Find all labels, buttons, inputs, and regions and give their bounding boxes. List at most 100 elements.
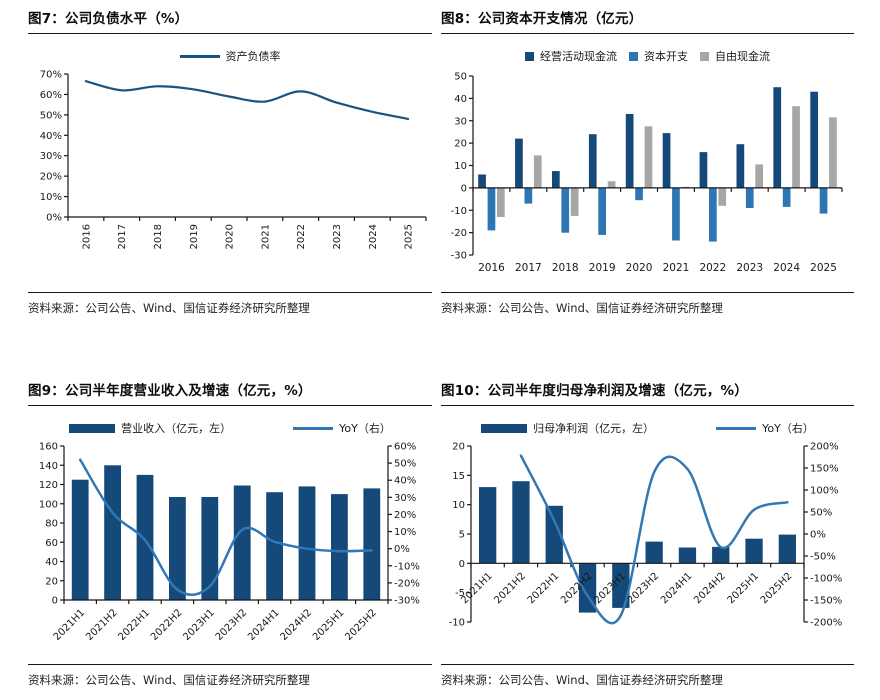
bar <box>625 114 634 188</box>
axis-label: 2018 <box>552 262 579 274</box>
legend-item: 资产负债率 <box>179 48 281 64</box>
axis-label: 2021 <box>663 262 690 274</box>
bar <box>712 546 730 564</box>
axis-label: 2022 <box>296 224 307 249</box>
legend-item: 经营活动现金流 <box>525 48 617 64</box>
figure-9: 图9：公司半年度营业收入及增速（亿元，%） 营业收入（亿元，左） YoY（右） 0… <box>28 382 432 688</box>
legend-bar-swatch-icon <box>525 51 534 61</box>
bar <box>233 485 251 600</box>
bar <box>792 106 800 188</box>
axis-label: 50 <box>454 72 467 83</box>
bar <box>71 479 89 600</box>
figure-8-divider <box>441 292 854 293</box>
axis-label: -20% <box>394 578 420 589</box>
series-line <box>78 458 374 596</box>
axis-label: 40% <box>394 476 416 487</box>
axis-label: 100 <box>39 499 58 510</box>
figure-9-divider <box>28 664 432 665</box>
axis-label: 2024H2 <box>692 571 728 607</box>
axis-label: -10% <box>394 561 420 572</box>
axis-label: 10% <box>40 192 62 203</box>
axis-label: 160 <box>39 442 58 453</box>
axis-label: 50% <box>40 110 62 121</box>
bar <box>607 181 616 188</box>
bar <box>755 164 763 188</box>
legend-item: 资本开支 <box>629 48 688 64</box>
bar <box>810 91 818 188</box>
axis-label: 0 <box>52 596 58 607</box>
legend-bar-swatch-icon <box>629 51 638 61</box>
figure-7-chart: 0% 10% 20% 30% 40% 50% 60% 70% 2016 2017 2018 2019 2… <box>40 70 427 249</box>
axis-label: 2022H1 <box>526 571 562 607</box>
axis-label: -5 <box>455 588 465 599</box>
bar <box>709 187 717 242</box>
axis-label: 2022H1 <box>117 607 153 643</box>
axis-label: 2024H1 <box>246 607 282 643</box>
axis-label: 20 <box>454 139 467 150</box>
axis-label: 40 <box>454 94 467 105</box>
bar <box>635 187 643 201</box>
bar <box>533 155 542 188</box>
legend-label: 归母净利润（亿元，左） <box>533 422 655 435</box>
bar <box>718 187 727 206</box>
bar <box>545 505 563 564</box>
axis-label: 2023H1 <box>181 607 217 643</box>
legend-line-swatch-icon <box>293 426 334 430</box>
axis-label: 2016 <box>478 262 505 274</box>
axis-label: 2021H2 <box>84 607 120 643</box>
axis-label: 10 <box>454 161 467 172</box>
bar <box>512 481 530 564</box>
axis-label: 2024H1 <box>659 571 695 607</box>
axis-label: 0% <box>46 213 62 224</box>
bar <box>552 171 560 188</box>
axis-label: 0% <box>810 530 826 541</box>
figure-10-divider <box>441 664 854 665</box>
axis-label: 60% <box>40 90 62 101</box>
figure-7-title: 图7：公司负债水平（%） <box>28 10 432 34</box>
bar <box>169 497 186 600</box>
legend-bar-swatch-icon <box>481 423 528 433</box>
figure-9-legend: 营业收入（亿元，左） YoY（右） <box>28 420 432 436</box>
legend-bar-swatch-icon <box>69 423 116 433</box>
axis-label: -200% <box>810 618 842 629</box>
legend-item: YoY（右） <box>716 420 814 436</box>
axis-label: 30% <box>394 493 416 504</box>
axis-label: 40 <box>45 557 58 568</box>
figure-9-source: 资料来源：公司公告、Wind、国信证券经济研究所整理 <box>28 673 310 687</box>
bar <box>363 488 381 600</box>
bar <box>672 187 680 241</box>
axis-label: 2020 <box>225 224 236 249</box>
axis-label: 2017 <box>117 224 128 249</box>
axis-label: 15 <box>452 471 465 482</box>
bar <box>524 187 533 204</box>
bar <box>298 486 316 600</box>
axis-label: 120 <box>39 480 58 491</box>
bar <box>736 144 745 188</box>
axis-label: 200% <box>810 442 839 453</box>
axis-label: 10 <box>452 500 465 511</box>
figure-9-title: 图9：公司半年度营业收入及增速（亿元，%） <box>28 382 432 406</box>
legend-line-swatch-icon <box>716 426 757 430</box>
axis-label: 50% <box>394 459 416 470</box>
axis-label: 0% <box>394 544 410 555</box>
legend-label: 经营活动现金流 <box>540 50 617 63</box>
axis-label: 2021H1 <box>52 607 88 643</box>
legend-label: 自由现金流 <box>715 50 770 63</box>
legend-item: 营业收入（亿元，左） <box>69 420 231 436</box>
axis-label: 2020 <box>626 262 653 274</box>
figure-7-legend: 资产负债率 <box>28 48 432 64</box>
axis-label: 2019 <box>189 224 200 249</box>
legend-bar-swatch-icon <box>700 51 709 61</box>
axis-label: 5 <box>459 530 465 541</box>
axis-label: 100% <box>810 486 839 497</box>
figure-10-source: 资料来源：公司公告、Wind、国信证券经济研究所整理 <box>441 673 723 687</box>
axis-label: 80 <box>45 519 58 530</box>
figure-10-chart: -10 -5 0 5 10 15 20 -200% -150% -100% -50% 0% 50% 100… <box>449 442 843 629</box>
axis-label: 30 <box>454 116 467 127</box>
figure-8-title: 图8：公司资本开支情况（亿元） <box>441 10 854 34</box>
legend-item: YoY（右） <box>293 420 391 436</box>
bar <box>497 187 505 217</box>
bar <box>829 117 837 188</box>
bar <box>745 538 763 564</box>
bar <box>561 187 570 233</box>
